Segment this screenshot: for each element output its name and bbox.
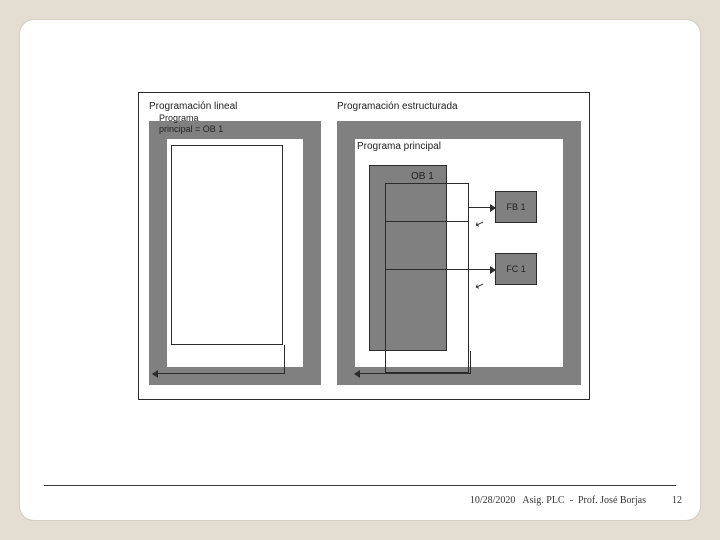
linear-return-arrow xyxy=(153,373,285,374)
structured-title: Programación estructurada xyxy=(337,101,458,112)
structured-return-vert xyxy=(470,351,471,373)
arrow-to-fc1 xyxy=(469,269,495,270)
arrow-to-fb1 xyxy=(469,207,495,208)
linear-main-box xyxy=(171,145,283,345)
diagram-container: Programación lineal Programación estruct… xyxy=(138,92,590,400)
fc1-box: FC 1 xyxy=(495,253,537,285)
footer-sep: - xyxy=(570,495,573,506)
ob1-segment-1 xyxy=(385,221,469,222)
footer-course: Asig. PLC xyxy=(522,495,564,506)
linear-subtitle: Programa principal = OB 1 xyxy=(159,113,223,135)
slide-card: Programación lineal Programación estruct… xyxy=(20,20,700,520)
footer-text: 10/28/2020 Asig. PLC - Prof. José Borjas xyxy=(470,495,646,506)
footer-rule xyxy=(44,485,676,486)
linear-title: Programación lineal xyxy=(149,101,237,112)
linear-return-vert xyxy=(284,345,285,373)
fb1-box: FB 1 xyxy=(495,191,537,223)
page-number: 12 xyxy=(672,495,682,506)
footer-date: 10/28/2020 xyxy=(470,495,516,506)
structured-return-arrow xyxy=(355,373,471,374)
structured-subtitle: Programa principal xyxy=(357,141,441,152)
ob1-outline xyxy=(385,183,469,373)
footer-author: Prof. José Borjas xyxy=(578,495,646,506)
ob1-label: OB 1 xyxy=(411,171,434,182)
ob1-segment-2 xyxy=(385,269,469,270)
